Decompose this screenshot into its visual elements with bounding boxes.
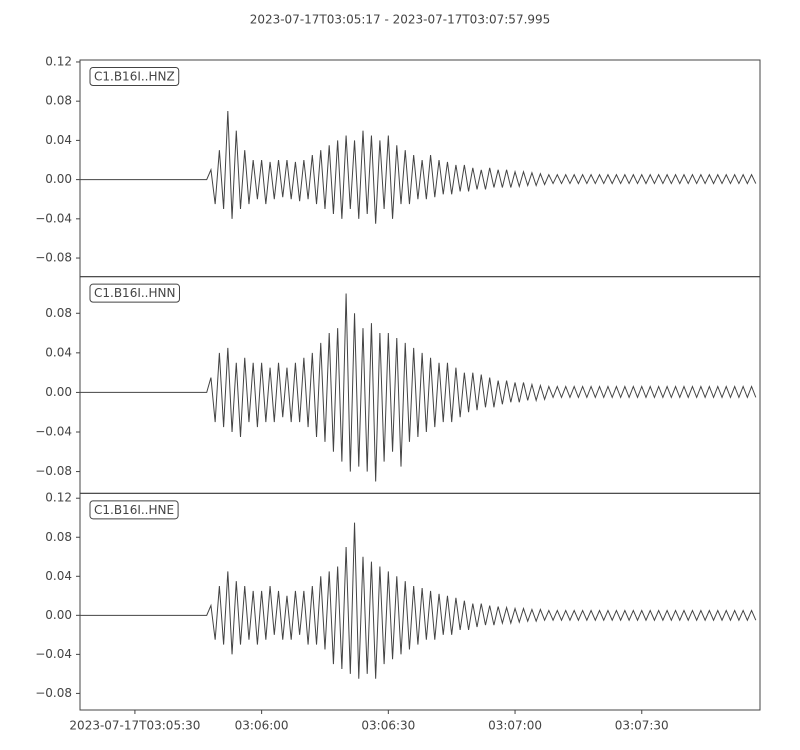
trace-label-box	[89, 67, 180, 86]
y-tick-label: −0.08	[35, 686, 72, 700]
y-tick-label: −0.08	[35, 464, 72, 478]
trace-label-box	[89, 500, 179, 520]
x-tick-label: 03:07:00	[488, 719, 542, 733]
y-tick-label: 0.00	[45, 172, 72, 186]
trace-label-box	[89, 283, 180, 303]
x-tick-label: 2023-07-17T03:05:30	[69, 719, 200, 733]
y-tick-label: 0.00	[45, 385, 72, 399]
y-tick-label: 0.12	[45, 54, 72, 68]
chart-title: 2023-07-17T03:05:17 - 2023-07-17T03:07:5…	[250, 13, 551, 27]
waveform	[80, 522, 757, 679]
trace-label: C1.B16I..HNZ	[94, 70, 175, 84]
y-tick-label: 0.12	[45, 491, 72, 505]
trace-label: C1.B16I..HNE	[94, 503, 174, 517]
waveform	[80, 110, 757, 224]
y-tick-label: −0.08	[35, 251, 72, 265]
panel-frame	[79, 492, 761, 711]
y-tick-label: −0.04	[35, 647, 72, 661]
x-tick-label: 03:06:00	[235, 719, 289, 733]
y-tick-label: −0.04	[35, 211, 72, 225]
y-tick-label: 0.04	[45, 345, 72, 359]
y-tick-label: 0.04	[45, 133, 72, 147]
trace-label: C1.B16I..HNN	[94, 286, 175, 300]
y-tick-label: 0.08	[45, 306, 72, 320]
y-tick-label: 0.08	[45, 94, 72, 108]
x-tick-label: 03:06:30	[361, 719, 415, 733]
waveform	[80, 293, 757, 482]
x-tick-label: 03:07:30	[615, 719, 669, 733]
y-tick-label: 0.00	[45, 608, 72, 622]
y-tick-label: 0.08	[45, 530, 72, 544]
y-tick-label: −0.04	[35, 424, 72, 438]
y-tick-label: 0.04	[45, 569, 72, 583]
